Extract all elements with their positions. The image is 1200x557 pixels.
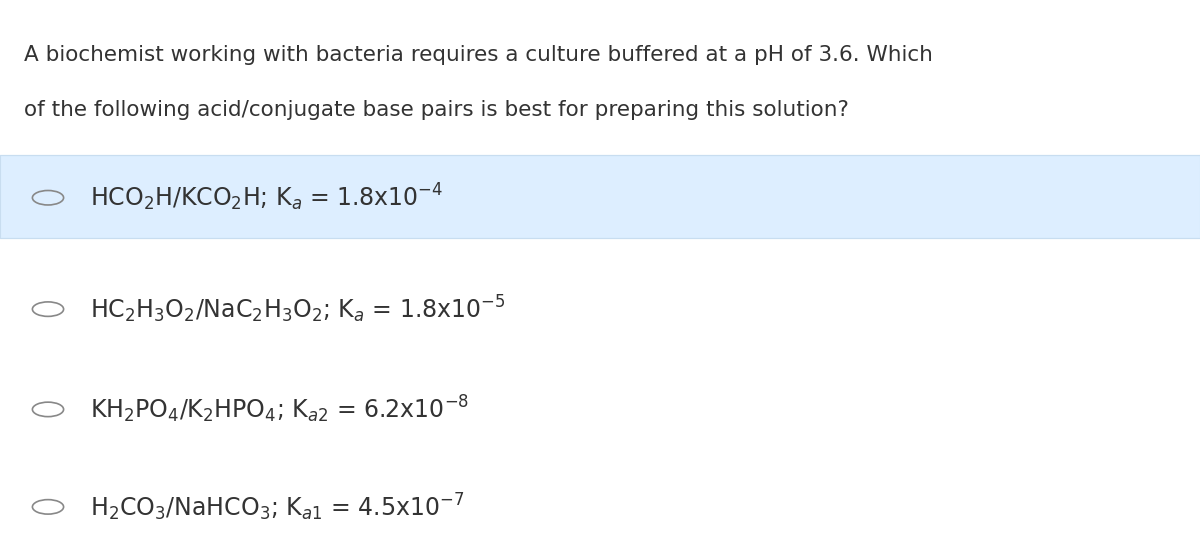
Text: KH$_2$PO$_4$/K$_2$HPO$_4$; K$_{a2}$ = 6.2x10$^{-8}$: KH$_2$PO$_4$/K$_2$HPO$_4$; K$_{a2}$ = 6.… xyxy=(90,394,469,425)
Text: HC$_2$H$_3$O$_2$/NaC$_2$H$_3$O$_2$; K$_a$ = 1.8x10$^{-5}$: HC$_2$H$_3$O$_2$/NaC$_2$H$_3$O$_2$; K$_a… xyxy=(90,294,505,325)
Text: of the following acid/conjugate base pairs is best for preparing this solution?: of the following acid/conjugate base pai… xyxy=(24,100,848,120)
Text: A biochemist working with bacteria requires a culture buffered at a pH of 3.6. W: A biochemist working with bacteria requi… xyxy=(24,45,932,65)
Text: HCO$_2$H/KCO$_2$H; K$_a$ = 1.8x10$^{-4}$: HCO$_2$H/KCO$_2$H; K$_a$ = 1.8x10$^{-4}$ xyxy=(90,182,443,213)
Text: H$_2$CO$_3$/NaHCO$_3$; K$_{a1}$ = 4.5x10$^{-7}$: H$_2$CO$_3$/NaHCO$_3$; K$_{a1}$ = 4.5x10… xyxy=(90,491,464,522)
FancyBboxPatch shape xyxy=(0,155,1200,238)
